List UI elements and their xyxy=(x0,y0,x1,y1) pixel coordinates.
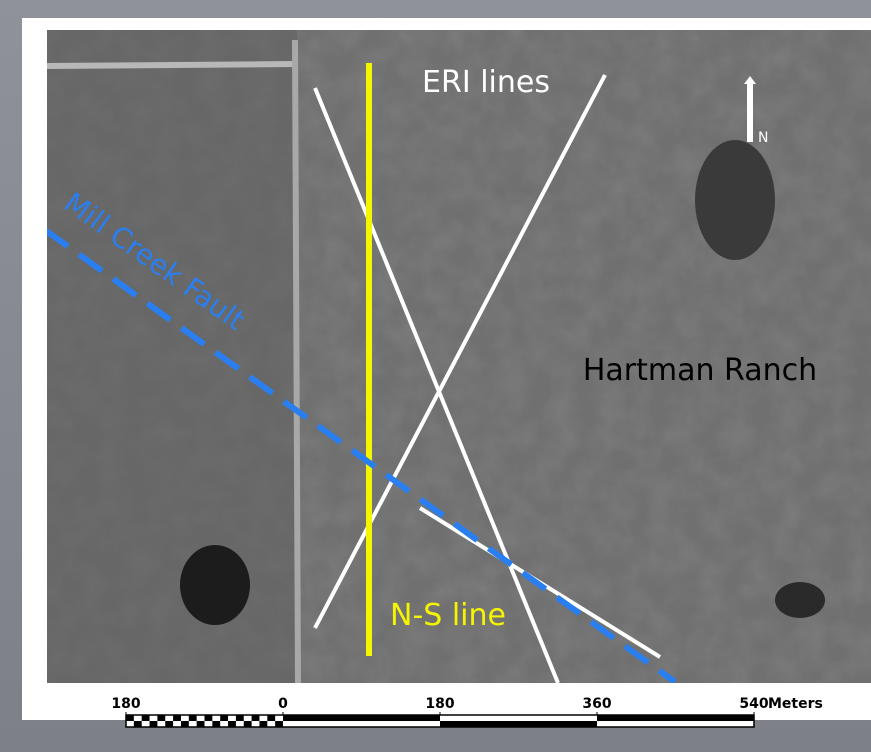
scale-tick-label: 360 xyxy=(582,696,611,712)
scale-tick-label: 180 xyxy=(425,696,454,712)
ranch-label: Hartman Ranch xyxy=(583,353,817,388)
scale-checker xyxy=(252,715,260,721)
scale-unit: Meters xyxy=(768,696,823,712)
scale-segment xyxy=(440,721,597,727)
scale-checker xyxy=(189,715,197,721)
scale-checker xyxy=(197,721,205,727)
scale-checker xyxy=(220,715,228,721)
eri-lines-label: ERI lines xyxy=(422,65,550,100)
scale-checker xyxy=(259,721,267,727)
scale-checker xyxy=(126,715,134,721)
map-figure: ERI lines N Mill Creek Fault Hartman Ran… xyxy=(0,0,871,752)
scale-checker xyxy=(267,715,275,721)
scale-tick-label: 180 xyxy=(111,696,140,712)
ns-line-label: N-S line xyxy=(390,598,506,633)
scale-checker xyxy=(181,721,189,727)
scale-checker xyxy=(228,721,236,727)
scale-checker xyxy=(134,721,142,727)
scale-checker xyxy=(236,715,244,721)
page: ERI lines N Mill Creek Fault Hartman Ran… xyxy=(0,0,871,752)
scale-checker xyxy=(212,721,220,727)
scale-tick-label: 540 xyxy=(739,696,768,712)
scale-checker xyxy=(142,715,150,721)
scale-checker xyxy=(173,715,181,721)
scale-checker xyxy=(205,715,213,721)
scale-checker xyxy=(275,721,283,727)
scale-segment xyxy=(283,715,440,721)
north-label: N xyxy=(758,130,768,146)
scale-checker xyxy=(150,721,158,727)
scale-checker xyxy=(165,721,173,727)
scale-segment xyxy=(597,715,754,721)
scale-tick-label: 0 xyxy=(278,696,288,712)
scale-checker xyxy=(244,721,252,727)
scale-checker xyxy=(157,715,165,721)
